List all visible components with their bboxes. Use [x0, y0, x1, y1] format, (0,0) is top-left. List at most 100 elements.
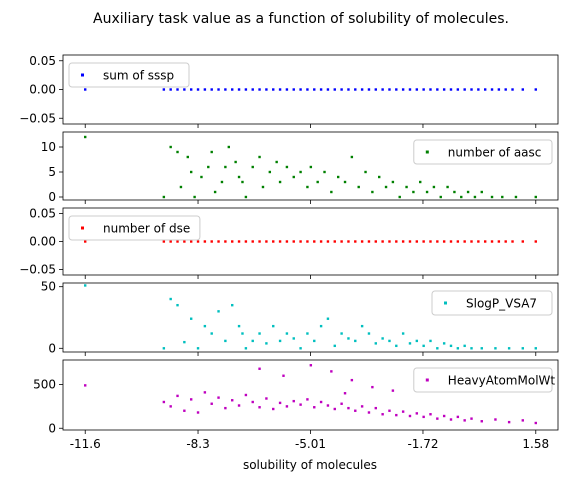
data-point	[292, 175, 295, 179]
data-point	[347, 88, 350, 91]
data-point	[268, 170, 272, 174]
data-point	[237, 324, 241, 328]
y-tick-label: 50	[41, 280, 56, 294]
data-point	[217, 240, 220, 243]
data-point	[183, 340, 186, 344]
data-point	[207, 165, 210, 169]
data-point	[265, 342, 268, 345]
data-point	[272, 407, 275, 411]
data-point	[449, 240, 453, 243]
data-point	[224, 165, 227, 169]
data-point	[347, 337, 350, 340]
data-point	[237, 175, 241, 179]
data-point	[203, 324, 207, 328]
data-point	[456, 347, 460, 350]
data-point	[169, 145, 172, 149]
data-point	[497, 88, 501, 91]
legend-marker	[81, 226, 84, 230]
data-point	[360, 88, 364, 91]
legend-frame	[68, 215, 201, 241]
y-tick-label: 0	[48, 190, 56, 204]
data-point	[258, 240, 261, 243]
data-point	[534, 421, 537, 425]
data-point	[432, 185, 436, 189]
data-point	[306, 240, 309, 243]
data-point	[169, 88, 172, 91]
data-point	[374, 406, 377, 410]
data-point	[388, 88, 391, 91]
data-point	[285, 405, 289, 408]
data-point	[196, 347, 200, 350]
data-point	[169, 405, 172, 408]
data-point	[237, 404, 241, 407]
data-point	[534, 240, 537, 243]
data-point	[415, 412, 419, 415]
data-point	[326, 88, 330, 91]
data-point	[231, 399, 234, 402]
data-point	[176, 150, 179, 154]
legend-marker	[425, 150, 429, 154]
data-point	[371, 385, 374, 389]
data-point	[456, 415, 460, 419]
legend-frame	[431, 290, 553, 316]
data-point	[490, 195, 494, 199]
data-point	[306, 398, 309, 401]
data-point	[398, 195, 401, 199]
data-point	[456, 88, 460, 91]
data-point	[381, 413, 384, 416]
data-point	[231, 303, 234, 307]
data-point	[395, 413, 398, 417]
data-point	[501, 195, 504, 199]
data-point	[350, 378, 354, 382]
data-point	[429, 240, 432, 243]
data-point	[278, 88, 282, 91]
data-point	[511, 240, 514, 243]
data-point	[323, 170, 326, 174]
data-point	[367, 332, 371, 335]
data-point	[534, 195, 537, 199]
data-point	[326, 317, 330, 320]
y-tick-label: 0	[48, 341, 56, 355]
data-point	[319, 240, 323, 243]
data-point	[251, 339, 254, 343]
data-point	[189, 170, 193, 174]
data-point	[189, 88, 193, 91]
data-point	[217, 310, 220, 313]
data-point	[336, 175, 340, 179]
data-point	[381, 88, 384, 91]
data-point	[282, 374, 285, 377]
data-point	[189, 240, 193, 243]
data-point	[391, 389, 395, 392]
data-point	[360, 405, 364, 408]
data-point	[278, 240, 282, 243]
data-point	[330, 370, 333, 373]
data-point	[292, 88, 295, 91]
data-point	[306, 88, 309, 91]
data-point	[384, 185, 388, 189]
data-point	[258, 406, 261, 409]
data-point	[244, 195, 248, 199]
data-point	[176, 394, 179, 398]
legend: number of aasc	[413, 139, 553, 165]
data-point	[316, 180, 319, 184]
data-point	[463, 344, 466, 348]
data-point	[408, 88, 412, 91]
data-point	[176, 88, 179, 91]
data-point	[224, 88, 227, 91]
y-tick-label: 10	[41, 140, 56, 154]
legend-frame	[413, 139, 553, 165]
data-point	[275, 160, 278, 164]
panel-3: −0.05 0.00 0.05 number of dse	[19, 207, 559, 279]
data-point	[480, 347, 483, 350]
data-point	[466, 190, 470, 194]
data-point	[381, 240, 384, 243]
data-point	[419, 180, 422, 184]
data-point	[251, 240, 254, 243]
panel-2: 0 5 10 number of aasc	[41, 131, 559, 204]
data-point	[162, 88, 166, 91]
data-point	[354, 339, 357, 343]
legend-label: number of dse	[103, 222, 190, 236]
data-point	[408, 342, 412, 345]
data-point	[367, 88, 371, 91]
data-point	[429, 88, 432, 91]
